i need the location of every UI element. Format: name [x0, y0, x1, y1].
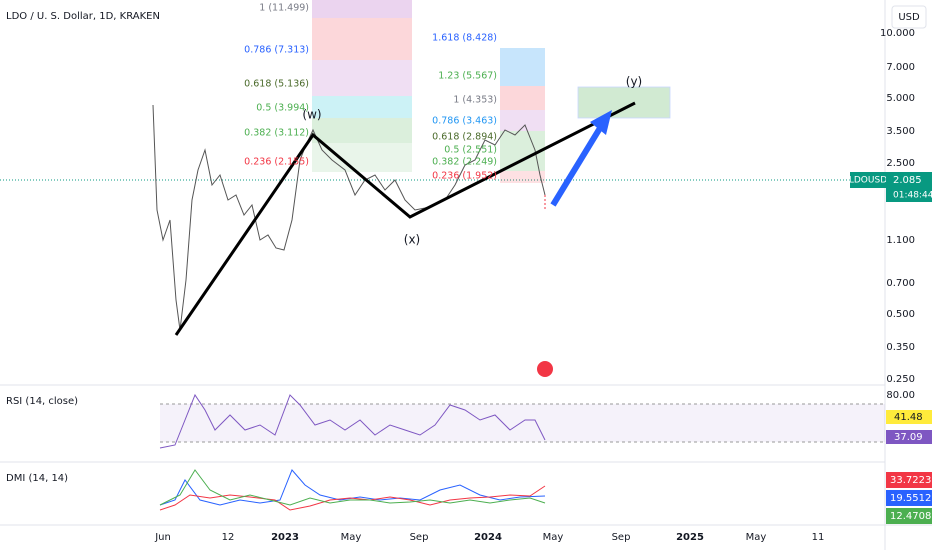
fib-label: 1.618 (8.428)	[432, 33, 497, 44]
fib-label: 0.236 (1.952)	[432, 171, 497, 182]
price-axis-label: 3.500	[886, 126, 915, 137]
price-axis-label: 0.500	[886, 309, 915, 320]
time-axis-label: May	[543, 532, 564, 543]
fib-label: 0.236 (2.155)	[244, 157, 309, 168]
rsi-band	[160, 404, 885, 442]
fib-label: 1 (4.353)	[453, 95, 497, 106]
time-axis-label: 12	[222, 532, 235, 543]
price-axis-label: 0.700	[886, 278, 915, 289]
symbol-title: LDO / U. S. Dollar, 1D, KRAKEN	[6, 11, 160, 22]
dmi-tag	[886, 472, 932, 488]
rsi-axis: 80.00	[886, 390, 915, 401]
price-axis-label: 5.000	[886, 93, 915, 104]
wave-label: (x)	[404, 233, 420, 247]
fib-label: 1.23 (5.567)	[438, 71, 497, 82]
dmi-title: DMI (14, 14)	[6, 473, 68, 484]
wave-lines	[174, 101, 636, 336]
dmi-value: 19.5512	[890, 493, 931, 504]
fib-label: 0.618 (2.894)	[432, 132, 497, 143]
fib-label: 0.382 (3.112)	[244, 128, 309, 139]
time-axis-label: Sep	[612, 532, 631, 543]
countdown: 01:48:44	[893, 191, 932, 201]
dmi-value: 33.7223	[890, 475, 931, 486]
blue-arrow-shaft	[550, 126, 603, 207]
time-axis-label: 2025	[676, 532, 704, 543]
rsi-signal: 37.09	[894, 432, 923, 443]
time-axis-label: 2024	[474, 532, 502, 543]
fib-label: 0.382 (2.249)	[432, 157, 497, 168]
rsi-value: 41.48	[894, 412, 923, 423]
dmi-value: 12.4708	[890, 511, 931, 522]
currency-label[interactable]: USD	[898, 12, 920, 23]
time-axis-label: Sep	[410, 532, 429, 543]
price-axis-label: 7.000	[886, 62, 915, 73]
time-axis-label: 2023	[271, 532, 299, 543]
fib-label: 0.618 (5.136)	[244, 79, 309, 90]
wave-label: (y)	[626, 75, 642, 89]
symbol-tag	[850, 172, 886, 188]
price-axis-label: 1.100	[886, 235, 915, 246]
target-box	[577, 86, 671, 119]
blue-arrow-head	[590, 110, 612, 135]
symbol-tag-label: LDOUSD	[849, 176, 887, 186]
currency-button[interactable]	[891, 5, 927, 29]
rsi-signal-tag	[886, 430, 932, 444]
time-axis-label: 11	[812, 532, 825, 543]
fib-label: 0.786 (3.463)	[432, 116, 497, 127]
fib-label: 0.786 (7.313)	[244, 45, 309, 56]
price-axis-label: 0.350	[886, 342, 915, 353]
wave-label: (w)	[302, 108, 321, 122]
price-axis-label: 0.250	[886, 374, 915, 385]
fib-label: 1 (11.499)	[259, 3, 309, 14]
price-tag	[886, 172, 932, 202]
time-axis-label: Jun	[154, 532, 171, 543]
last-price: 2.085	[893, 175, 922, 186]
time-axis-label: May	[746, 532, 767, 543]
rsi-value-tag	[886, 410, 932, 424]
price-axis-label: 10.000	[880, 28, 915, 39]
event-icon[interactable]	[537, 361, 553, 377]
dmi-tag	[886, 490, 932, 506]
price-axis-label: 2.500	[886, 158, 915, 169]
rsi-title: RSI (14, close)	[6, 396, 78, 407]
time-axis-label: May	[341, 532, 362, 543]
dmi-tag	[886, 508, 932, 524]
fib-right-boxes	[500, 48, 545, 183]
fib-label: 0.5 (2.551)	[444, 145, 497, 156]
fib-label: 0.5 (3.994)	[256, 103, 309, 114]
